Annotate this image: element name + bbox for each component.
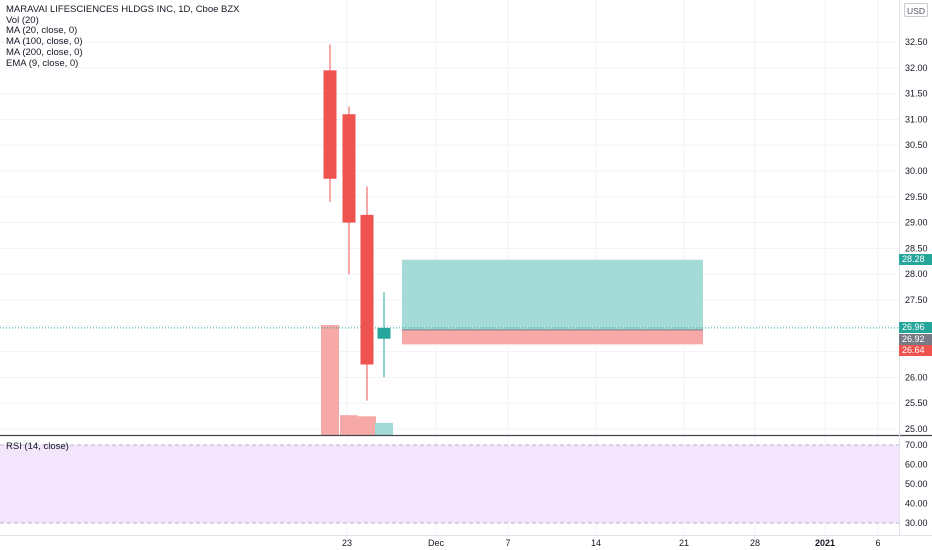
legend-indicator-vol[interactable]: Vol (20) <box>6 14 39 26</box>
y-tick-label: 30.50 <box>905 140 928 150</box>
y-tick-label: 27.50 <box>905 295 928 305</box>
legend-title[interactable]: MARAVAI LIFESCIENCES HLDGS INC, 1D, Cboe… <box>6 4 240 15</box>
legend-indicator-ema9[interactable]: EMA (9, close, 0) <box>6 57 79 69</box>
x-tick-label: 7 <box>505 538 510 548</box>
volume-bar <box>358 416 376 435</box>
volume-bar <box>321 325 339 435</box>
y-tick-label: 25.50 <box>905 398 928 408</box>
price-tag-last: 26.96 <box>899 322 932 333</box>
chart-legend: MARAVAI LIFESCIENCES HLDGS INC, 1D, Cboe… <box>6 4 240 69</box>
currency-badge[interactable]: USD <box>904 3 928 17</box>
volume-bar <box>375 422 393 435</box>
x-tick-label: 2021 <box>815 538 835 548</box>
candle-body <box>377 327 391 339</box>
price-tag-stop: 26.64 <box>899 345 932 356</box>
rsi-tick-label: 30.00 <box>905 518 928 528</box>
x-tick-label: 14 <box>591 538 601 548</box>
y-tick-label: 25.00 <box>905 424 928 434</box>
y-tick-label: 31.00 <box>905 114 928 124</box>
y-tick-label: 28.00 <box>905 269 928 279</box>
candle-body <box>342 114 356 223</box>
candle-body <box>323 70 337 179</box>
candle-body <box>360 214 374 365</box>
x-tick-label: 6 <box>875 538 880 548</box>
y-tick-label: 26.00 <box>905 372 928 382</box>
rsi-band <box>0 445 899 523</box>
x-tick-label: Dec <box>428 538 445 548</box>
y-tick-label: 28.50 <box>905 243 928 253</box>
x-tick-label: 28 <box>750 538 760 548</box>
y-tick-label: 32.50 <box>905 37 928 47</box>
price-tag-target: 28.28 <box>899 254 932 265</box>
x-tick-label: 23 <box>342 538 352 548</box>
legend-indicator-ma100[interactable]: MA (100, close, 0) <box>6 36 83 48</box>
y-tick-label: 31.50 <box>905 89 928 99</box>
y-tick-label: 29.00 <box>905 218 928 228</box>
y-tick-label: 32.00 <box>905 63 928 73</box>
position-profit-zone <box>402 259 703 330</box>
rsi-legend-title[interactable]: RSI (14, close) <box>6 441 69 452</box>
legend-indicator-ma20[interactable]: MA (20, close, 0) <box>6 25 78 37</box>
position-loss-zone <box>402 329 703 345</box>
rsi-tick-label: 60.00 <box>905 460 928 470</box>
y-tick-label: 30.00 <box>905 166 928 176</box>
volume-bar <box>340 415 358 435</box>
rsi-tick-label: 50.00 <box>905 479 928 489</box>
legend-indicator-ma200[interactable]: MA (200, close, 0) <box>6 46 83 58</box>
rsi-tick-label: 40.00 <box>905 499 928 509</box>
x-tick-label: 21 <box>679 538 689 548</box>
rsi-tick-label: 70.00 <box>905 440 928 450</box>
price-tag-entry: 26.92 <box>899 334 932 345</box>
y-tick-label: 29.50 <box>905 192 928 202</box>
